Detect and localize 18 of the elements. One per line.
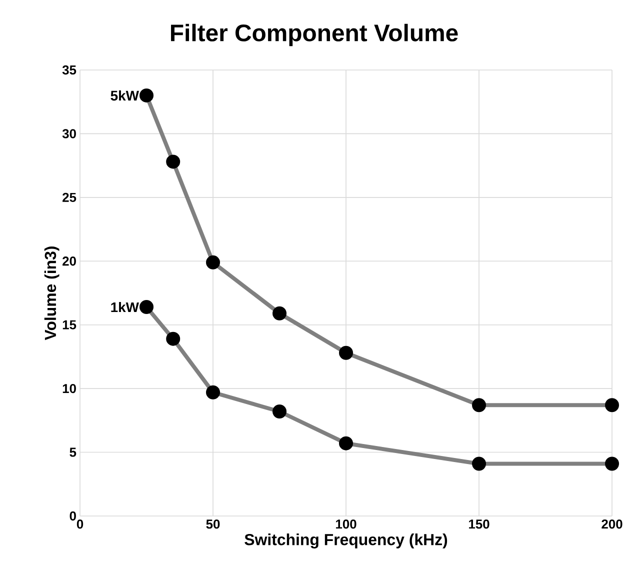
y-tick-label: 5 [70,448,76,457]
y-tick-label: 20 [62,256,76,266]
x-axis-title: Switching Frequency (kHz) [244,534,448,548]
x-tick-label: 150 [469,520,490,529]
y-tick-label: 25 [62,192,76,202]
chart-title: Filter Component Volume [171,24,458,46]
series-label: 5kW [110,90,139,101]
y-axis-title: Volume (in3) [44,246,60,340]
x-tick-label: 100 [336,520,356,529]
x-tick-label: 0 [76,520,84,529]
x-tick-label: 50 [206,520,220,529]
y-tick-label: 30 [62,129,76,138]
series-label: 1kW [111,302,139,312]
y-tick-label: 15 [62,320,76,330]
y-tick-label: 0 [70,511,76,521]
y-tick-label: 10 [62,384,76,394]
x-tick-label: 200 [602,520,622,529]
y-tick-label: 35 [62,65,76,75]
